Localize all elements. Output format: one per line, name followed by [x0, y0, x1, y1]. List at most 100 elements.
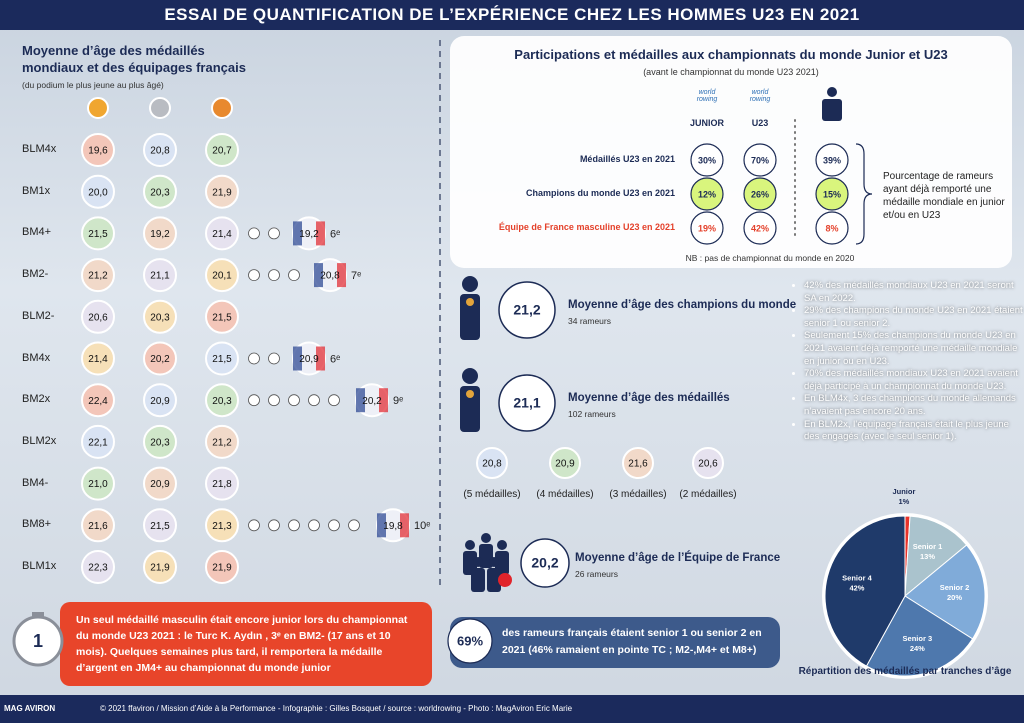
footer-credits: © 2021 ffaviron / Mission d’Aide à la Pe…	[100, 704, 573, 713]
medal-small	[466, 298, 474, 306]
age-value: 21,4	[88, 354, 108, 365]
boat-label: BM1x	[22, 184, 51, 197]
france-age: 20,8	[320, 271, 340, 282]
medal-age: 20,8	[482, 459, 502, 470]
percent-value: 30%	[698, 155, 716, 165]
flag-red	[400, 513, 409, 538]
flag-circle	[143, 508, 177, 543]
boat-label: BLM2x	[22, 434, 57, 447]
column-header: U23	[751, 118, 769, 128]
stat-circle	[520, 538, 570, 588]
pie-label: Senior 4	[842, 574, 872, 583]
flag-blue	[293, 221, 302, 246]
flag-circle	[143, 174, 177, 209]
medal-age: 20,9	[555, 459, 575, 470]
age-value: 21,8	[212, 479, 232, 490]
pie-label: Junior	[892, 487, 915, 496]
flag-circle	[205, 550, 239, 584]
position-dot	[308, 394, 320, 407]
age-value: 22,1	[88, 438, 108, 449]
rank-label: 9ᵉ	[393, 395, 403, 407]
age-value: 20,3	[212, 396, 232, 407]
percent-circle	[743, 177, 777, 211]
country-flag	[622, 447, 654, 479]
flag-circle	[81, 174, 115, 209]
position-dot	[288, 269, 300, 282]
percent-badge	[447, 618, 493, 664]
stat-subtitle: 34 rameurs	[568, 316, 611, 326]
position-dot	[248, 269, 260, 282]
age-value: 20,0	[88, 187, 108, 198]
age-value: 21,5	[150, 521, 170, 532]
position-dot	[248, 519, 260, 532]
senior-text: des rameurs français étaient senior 1 ou…	[502, 627, 762, 656]
age-value: 21,1	[150, 271, 170, 282]
left-subtitle: (du podium le plus jeune au plus âgé)	[22, 80, 164, 90]
footer-logo: MAG AVIRON	[4, 704, 56, 713]
boat-label: BLM2-	[22, 309, 55, 322]
age-value: 20,7	[212, 146, 232, 157]
percent-circle	[690, 211, 724, 245]
percent-value: 12%	[698, 189, 716, 199]
age-value: 21,9	[150, 563, 170, 574]
position-dot	[248, 394, 260, 407]
country-flag	[692, 447, 724, 479]
flag-circle	[205, 299, 239, 334]
percent-value: 26%	[751, 189, 769, 199]
age-value: 21,0	[88, 479, 108, 490]
pie-slice	[824, 515, 906, 667]
medal-caption: (2 médailles)	[679, 489, 737, 500]
age-value: 22,3	[88, 563, 108, 574]
column-header: JUNIOR	[689, 118, 724, 128]
country-flag	[549, 447, 581, 479]
flag-circle	[143, 424, 177, 459]
boat-label: BM4x	[22, 351, 51, 364]
medal-age: 20,6	[698, 459, 718, 470]
red-callout	[60, 602, 432, 686]
rank-label: 6ᵉ	[330, 228, 340, 240]
bullet: 29% des champions du monde U23 en 2021 é…	[804, 305, 1024, 330]
age-value: 22,4	[88, 396, 108, 407]
age-value: 20,2	[150, 354, 170, 365]
flag-blue	[293, 346, 302, 371]
percent-value: 70%	[751, 155, 769, 165]
stat-title: Moyenne d’âge des champions du monde	[568, 299, 797, 311]
percent-value: 19%	[698, 223, 716, 233]
medal-icon	[211, 97, 233, 119]
logo-text: world rowing	[696, 89, 718, 103]
percent-badge-value: 69%	[457, 633, 483, 648]
percent-circle	[815, 177, 849, 211]
age-value: 20,9	[150, 479, 170, 490]
header-title: ESSAI DE QUANTIFICATION DE L’EXPÉRIENCE …	[164, 5, 860, 24]
badge-top	[32, 612, 44, 618]
country-flag	[476, 447, 508, 479]
header-band	[0, 0, 1024, 30]
flag-circle	[81, 550, 115, 584]
flag-blue	[314, 263, 323, 288]
position-dot	[268, 227, 280, 240]
pie-label: Senior 3	[903, 634, 933, 643]
boat-label: BM4-	[22, 476, 49, 489]
boat-label: BM8+	[22, 518, 52, 531]
medal-caption: (3 médailles)	[609, 489, 667, 500]
pie-slice	[904, 515, 968, 598]
flag-circle	[205, 174, 239, 209]
position-dot	[268, 394, 280, 407]
pie-label: Senior 2	[940, 583, 970, 592]
pie-value: 42%	[849, 584, 864, 593]
junior-text: Un seul médaillé masculin était encore j…	[76, 614, 408, 674]
position-dot	[328, 394, 340, 407]
pie-value: 24%	[910, 644, 925, 653]
team-head	[465, 540, 475, 550]
position-dot	[248, 227, 260, 240]
flag-circle	[81, 424, 115, 459]
percent-circle	[690, 143, 724, 177]
percent-value: 8%	[825, 223, 838, 233]
badge-number: 1	[33, 631, 43, 651]
age-value: 19,2	[150, 229, 170, 240]
pie-value: 20%	[947, 593, 962, 602]
age-value: 20,3	[150, 187, 170, 198]
age-value: 20,3	[150, 312, 170, 323]
pie-value: 13%	[920, 552, 935, 561]
